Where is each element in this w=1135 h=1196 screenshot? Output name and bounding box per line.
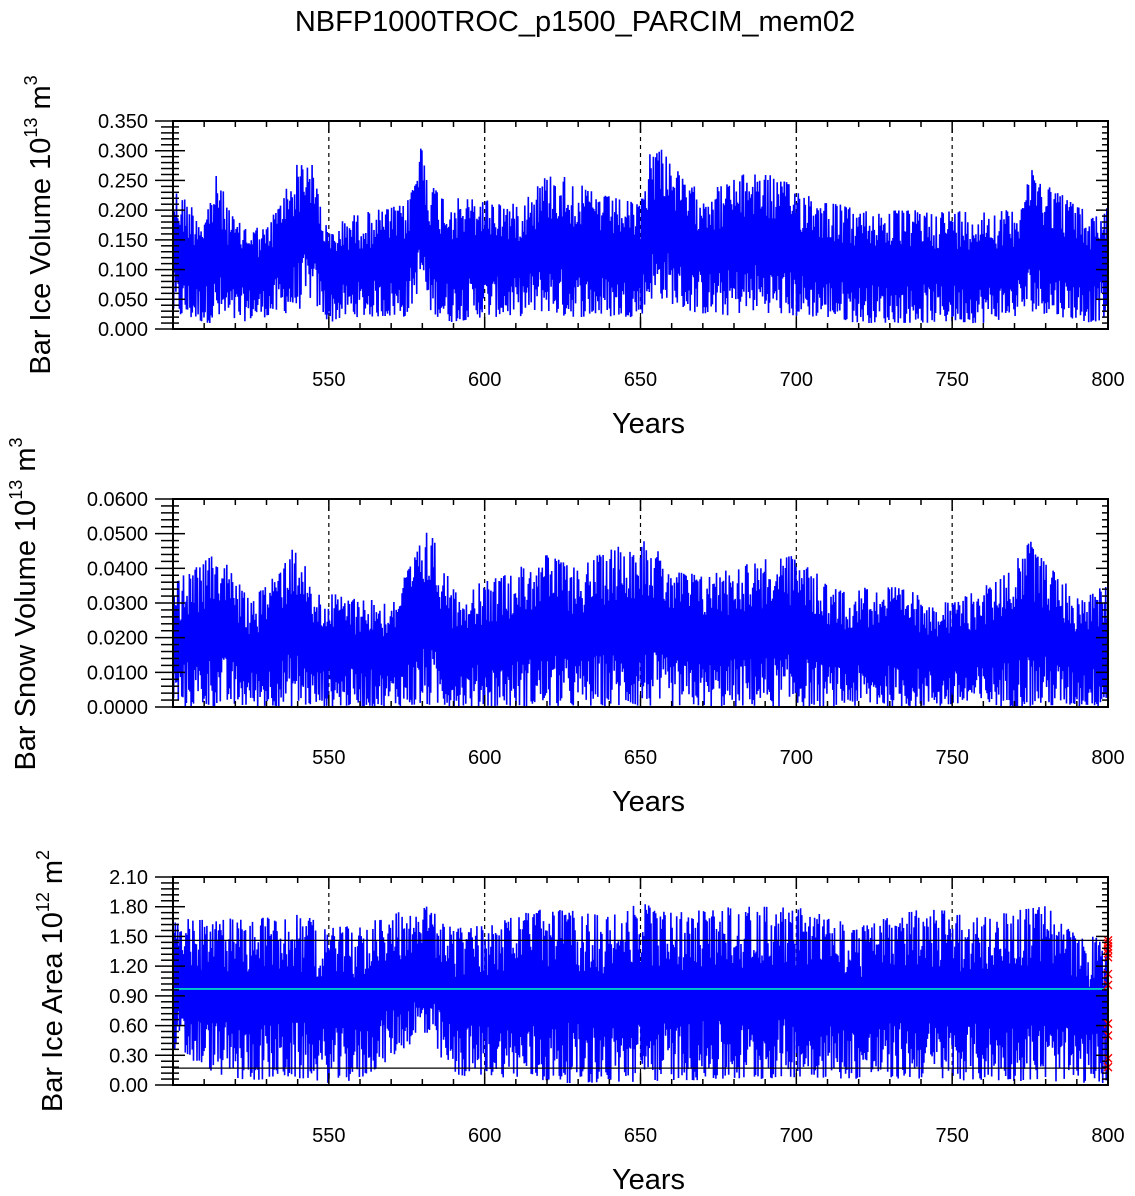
x-tick-label: 800: [1091, 369, 1124, 391]
panel-snow-volume: 550 600 650 700 750 800 0.0000 0.0100 0.0200 0.03…: [6, 437, 1125, 818]
x-tick-label: 750: [935, 369, 968, 391]
x-tick-label: 600: [468, 1125, 501, 1147]
y-axis-label: Bar Ice Area 1012 m2: [33, 850, 69, 1112]
x-axis-label: Years: [612, 408, 685, 440]
y-tick-label: 0.30: [109, 1045, 148, 1067]
y-tick-label: 0.100: [98, 260, 148, 282]
y-tick-label: 2.10: [109, 867, 148, 889]
y-tick-label: 0.0400: [87, 558, 148, 580]
y-tick-label: 0.200: [98, 200, 148, 222]
y-tick-label: 0.350: [98, 111, 148, 133]
x-tick-label: 750: [935, 1125, 968, 1147]
y-tick-label: 0.250: [98, 170, 148, 192]
panel-ice-volume: 550 600 650 700 750 800 0.000 0.050 0.100 0.150 0.…: [21, 75, 1125, 440]
x-tick-label: 600: [468, 369, 501, 391]
x-tick-label: 650: [624, 747, 657, 769]
y-tick-label: 0.60: [109, 1016, 148, 1038]
x-tick-label: 700: [780, 369, 813, 391]
x-tick-label: 600: [468, 747, 501, 769]
x-tick-label: 800: [1091, 747, 1124, 769]
y-tick-label: 0.0300: [87, 593, 148, 615]
y-tick-label: 0.050: [98, 289, 148, 311]
x-axis-label: Years: [612, 786, 685, 818]
plot-panels: 550 600 650 700 750 800 0.000 0.050 0.100 0.150 0.…: [6, 75, 1125, 1196]
y-tick-label: 1.80: [109, 897, 148, 919]
y-tick-label: 0.0200: [87, 628, 148, 650]
series-line: [173, 904, 1108, 1084]
x-tick-label: 650: [624, 369, 657, 391]
y-tick-label: 1.50: [109, 926, 148, 948]
y-tick-label: 0.300: [98, 141, 148, 163]
y-tick-label: 0.90: [109, 986, 148, 1008]
x-tick-label: 700: [780, 1125, 813, 1147]
x-tick-label: 800: [1091, 1125, 1124, 1147]
y-tick-label: 0.0100: [87, 662, 148, 684]
y-tick-label: 0.000: [98, 319, 148, 341]
y-tick-label: 0.0500: [87, 524, 148, 546]
y-tick-label: 0.0600: [87, 489, 148, 511]
x-axis-label: Years: [612, 1164, 685, 1196]
x-tick-label: 550: [312, 369, 345, 391]
series-line: [173, 532, 1108, 707]
y-tick-label: 1.20: [109, 956, 148, 978]
series-line: [173, 148, 1108, 324]
panel-ice-area: 550 600 650 700 750 800 0.00 0.30 0.60 0.90 1.20 1.…: [33, 850, 1125, 1196]
x-tick-label: 700: [780, 747, 813, 769]
chart-title: NBFP1000TROC_p1500_PARCIM_mem02: [295, 6, 855, 38]
x-tick-label: 750: [935, 747, 968, 769]
x-tick-label: 550: [312, 1125, 345, 1147]
y-tick-label: 0.0000: [87, 697, 148, 719]
y-tick-label: 0.150: [98, 230, 148, 252]
x-tick-label: 650: [624, 1125, 657, 1147]
y-axis-label: Bar Ice Volume 1013 m3: [21, 75, 57, 374]
x-tick-label: 550: [312, 747, 345, 769]
y-axis-label: Bar Snow Volume 1013 m3: [6, 437, 42, 770]
y-tick-label: 0.00: [109, 1075, 148, 1097]
